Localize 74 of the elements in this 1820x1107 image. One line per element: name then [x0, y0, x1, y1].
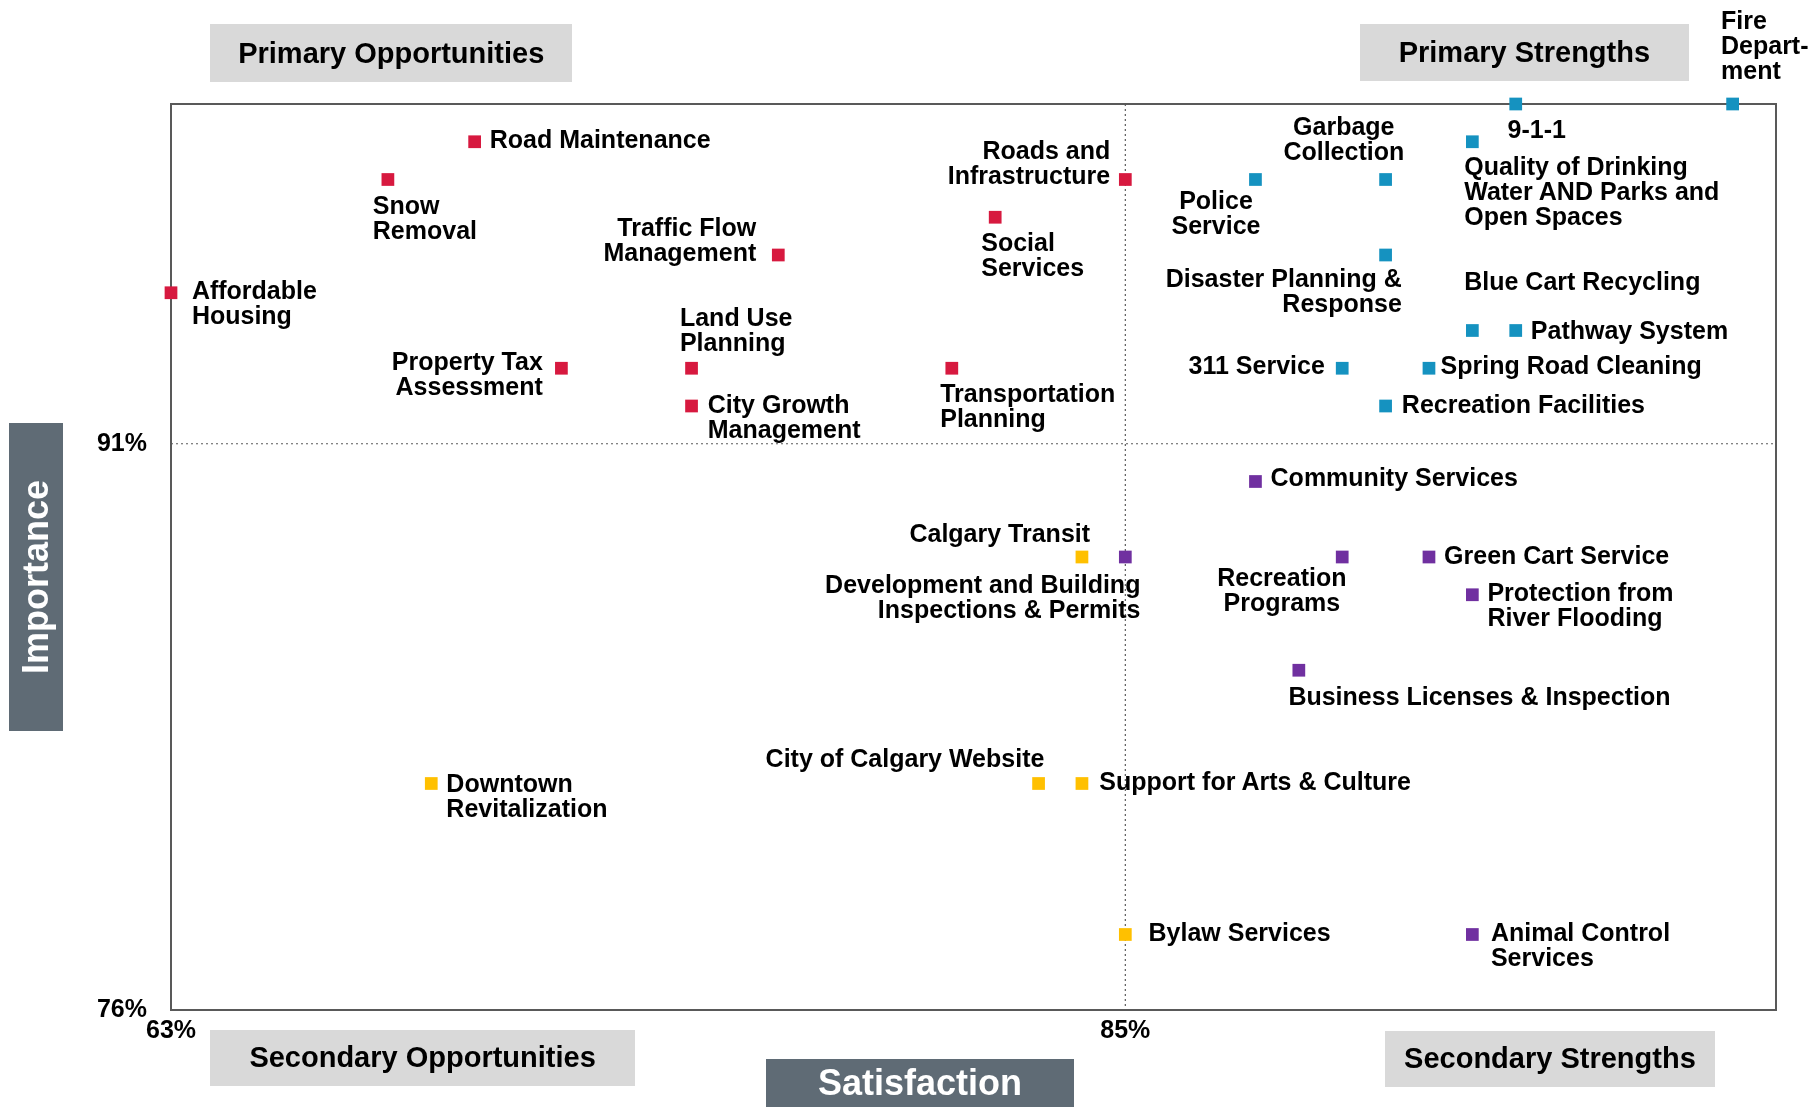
annotation: Land Use Planning: [679, 303, 793, 357]
annotation: Calgary Transit: [909, 518, 1091, 547]
point: [1509, 97, 1523, 111]
annotation: Development and Building Inspections & Permits: [825, 569, 1141, 623]
point: [1379, 173, 1392, 186]
annotation: Recreation Programs: [1217, 562, 1347, 616]
point: [424, 777, 438, 790]
y-axis-title: Importance: [9, 423, 63, 731]
annotation: Fire Depart- ment: [1721, 6, 1809, 85]
point: [1465, 135, 1479, 149]
annotation: Downtown Revitalization: [446, 769, 608, 823]
annotation: Roads and Infrastructure: [947, 136, 1111, 190]
annotation: Quality of Drinking Water AND Parks and Open Spaces: [1464, 152, 1720, 231]
x-axis-title: Satisfaction: [766, 1059, 1074, 1107]
annotation: Spring Road Cleaning: [1440, 350, 1702, 379]
point: [164, 286, 178, 300]
point: [1249, 475, 1262, 488]
annotation: Green Cart Service: [1444, 540, 1670, 569]
text: Primary Strengths: [1359, 24, 1690, 82]
annotation: Recreation Facilities: [1401, 389, 1645, 418]
annotation: Community Services: [1270, 462, 1518, 491]
text: Secondary Strengths: [1385, 1030, 1715, 1087]
annotation: Pathway System: [1530, 316, 1729, 345]
annotation: Animal Control Services: [1490, 918, 1671, 972]
annotation: Disaster Planning & Response: [1165, 264, 1402, 318]
point: [988, 210, 1002, 224]
annotation: City of Calgary Website: [765, 743, 1045, 772]
annotation: 9-1-1: [1507, 115, 1567, 144]
point: [1509, 324, 1523, 337]
point: [1032, 777, 1045, 790]
point: [1249, 173, 1262, 186]
annotation: 311 Service: [1188, 350, 1325, 379]
point: [1335, 361, 1349, 375]
annotation: Support for Arts & Culture: [1099, 767, 1412, 796]
point: [945, 361, 959, 375]
point: [1422, 361, 1436, 375]
annotation: Police Service: [1171, 186, 1261, 240]
annotation: Social Services: [981, 227, 1085, 281]
annotation: City Growth Management: [707, 389, 862, 443]
point: [1465, 324, 1479, 337]
point: [1118, 173, 1132, 186]
point: [1292, 663, 1306, 677]
point: [1118, 928, 1132, 941]
text: Secondary Opportunities: [210, 1029, 636, 1086]
point: [1379, 399, 1392, 413]
point: [1075, 777, 1089, 790]
annotation: Property Tax Assessment: [391, 347, 544, 401]
point: [1726, 97, 1739, 111]
point: [1465, 928, 1479, 941]
point: [381, 173, 395, 186]
annotation: Snow Removal: [372, 190, 478, 244]
annotation: Business Licenses & Inspection: [1288, 681, 1671, 710]
point: [468, 135, 482, 149]
point: [1465, 588, 1479, 602]
point: [771, 248, 785, 262]
annotation: Garbage Collection: [1283, 112, 1405, 166]
x-tick-label: 85%: [1100, 1014, 1151, 1043]
point: [685, 399, 698, 413]
annotation: Traffic Flow Management: [603, 213, 757, 267]
point: [1335, 550, 1349, 564]
point: [555, 361, 568, 375]
point: [685, 361, 698, 375]
annotation: Bylaw Services: [1148, 918, 1331, 947]
point: [1118, 550, 1132, 564]
annotation: Road Maintenance: [489, 125, 711, 154]
annotation: Transportation Planning: [940, 378, 1116, 432]
y-tick-label: 76%: [96, 993, 147, 1022]
x-tick-label: 63%: [145, 1014, 197, 1043]
annotation: Blue Cart Recycling: [1464, 266, 1701, 295]
annotation: Affordable Housing: [191, 276, 317, 330]
annotation: Protection from River Flooding: [1487, 578, 1674, 632]
point: [1379, 248, 1392, 262]
text: Primary Opportunities: [210, 24, 573, 83]
y-tick-label: 91%: [96, 427, 147, 456]
